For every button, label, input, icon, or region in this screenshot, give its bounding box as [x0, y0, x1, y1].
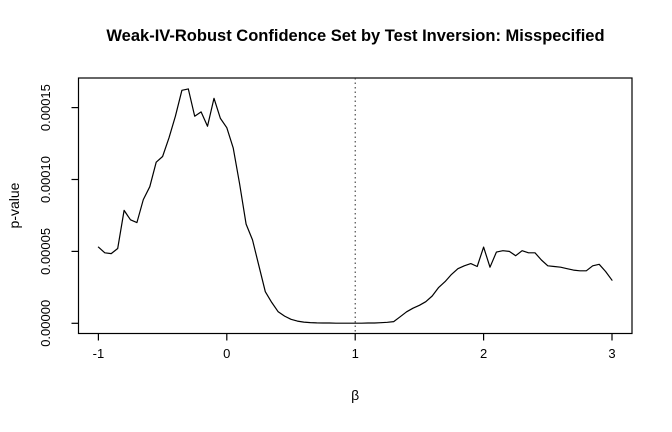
- p-value-curve: [97, 88, 613, 324]
- x-tick-label: 0: [223, 346, 230, 361]
- x-axis-title: β: [351, 387, 359, 403]
- y-axis-title: p-value: [6, 182, 22, 228]
- y-axis-ticks: 0.00000 0.00005 0.00010 0.00015: [38, 84, 79, 347]
- x-tick-label: 2: [480, 346, 487, 361]
- y-tick-label: 0.00010: [38, 156, 53, 203]
- y-tick-label: 0.00005: [38, 228, 53, 275]
- x-axis-ticks: -1 0 1 2 3: [93, 333, 616, 361]
- y-tick-label: 0.00015: [38, 84, 53, 131]
- y-tick-label: 0.00000: [38, 300, 53, 347]
- x-tick-label: 3: [608, 346, 615, 361]
- chart-title: Weak-IV-Robust Confidence Set by Test In…: [106, 27, 604, 45]
- x-tick-label: 1: [352, 346, 359, 361]
- x-tick-label: -1: [93, 346, 105, 361]
